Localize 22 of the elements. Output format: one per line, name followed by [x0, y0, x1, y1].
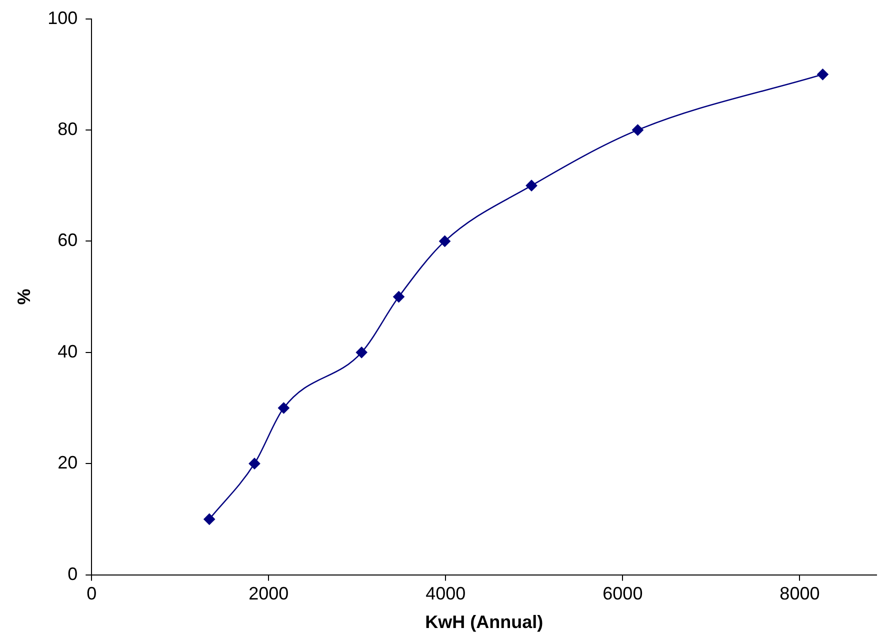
y-tick-label: 60 [58, 230, 78, 250]
point [278, 402, 290, 414]
x-tick-label: 8000 [780, 584, 820, 604]
y-tick-label: 20 [58, 452, 78, 473]
y-tick-label: 40 [58, 341, 78, 362]
point [248, 458, 260, 470]
point [817, 68, 828, 80]
x-tick-label: 4000 [426, 584, 466, 604]
point [393, 291, 404, 302]
x-axis-title: KwH (Annual) [425, 612, 544, 632]
y-tick-label: 100 [48, 8, 78, 28]
y-tick-label: 80 [58, 118, 78, 139]
x-tick-label: 2000 [248, 584, 289, 604]
x-tick-label: 0 [86, 584, 97, 604]
point [632, 124, 644, 136]
y-axis-title: % [14, 288, 34, 305]
y-tick-label: 0 [68, 564, 78, 584]
x-tick-label: 6000 [602, 584, 643, 604]
point [439, 236, 450, 247]
point [526, 180, 538, 192]
point [204, 514, 215, 525]
point [356, 346, 368, 358]
